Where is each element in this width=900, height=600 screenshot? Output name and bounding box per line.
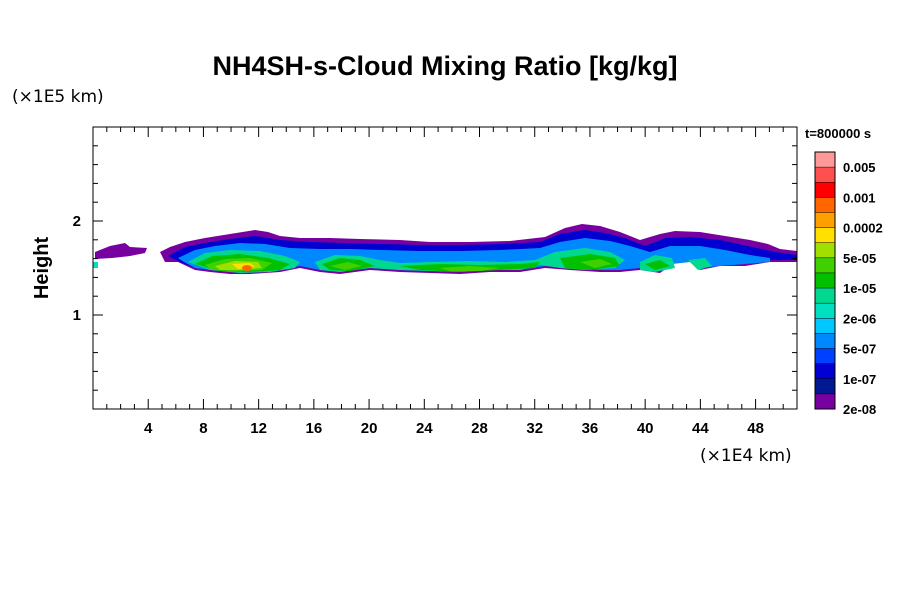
x-tick-label: 4	[144, 420, 153, 437]
chart-title: NH4SH-s-Cloud Mixing Ratio [kg/kg]	[213, 51, 678, 81]
y-tick-label: 1	[73, 307, 81, 324]
colorbar-label: 0.001	[843, 190, 876, 205]
colorbar-legend: 0.005 0.001 0.0002 5e-05 1e-05 2e-06 5e-07 1e-0…	[814, 151, 883, 417]
y-axis-label: Height	[31, 237, 53, 300]
colorbar-swatch	[815, 288, 835, 304]
y-tick-label: 2	[73, 213, 81, 230]
x-tick-label: 32	[526, 420, 543, 437]
x-unit-label: (×1E4 km)	[700, 446, 792, 466]
x-tick-label: 16	[306, 420, 323, 437]
colorbar-swatch	[815, 242, 835, 259]
colorbar-swatch	[815, 363, 835, 380]
y-unit-label: (×1E5 km)	[12, 87, 104, 107]
cloud-core	[242, 265, 252, 271]
x-tick-label: 8	[199, 420, 207, 437]
x-tick-label: 24	[416, 420, 433, 437]
colorbar-swatch	[815, 348, 835, 365]
colorbar-swatch	[815, 212, 835, 229]
colorbar-label: 1e-05	[843, 281, 876, 296]
colorbar-label: 0.0002	[843, 221, 883, 236]
x-tick-label: 48	[747, 420, 764, 437]
colorbar-swatch	[815, 182, 835, 198]
colorbar-swatch	[815, 257, 835, 274]
cloud-edge-patch	[93, 262, 98, 268]
colorbar-swatch	[815, 333, 835, 350]
colorbar-label: 5e-07	[843, 342, 876, 357]
plot-frame	[92, 126, 798, 410]
colorbar-swatch	[815, 152, 835, 168]
colorbar-frame	[814, 151, 836, 410]
colorbar-label: 0.005	[843, 160, 876, 175]
colorbar-swatch	[815, 197, 835, 213]
x-tick-label: 12	[250, 420, 267, 437]
x-tick-label: 20	[361, 420, 378, 437]
colorbar-swatch	[815, 318, 835, 334]
colorbar-swatch	[815, 167, 835, 183]
colorbar-swatch	[815, 303, 835, 319]
colorbar-label: 1e-07	[843, 372, 876, 387]
x-tick-label: 44	[692, 420, 709, 437]
x-tick-label: 36	[582, 420, 599, 437]
colorbar-swatch	[815, 272, 835, 289]
colorbar-label: 2e-08	[843, 402, 876, 417]
cloud-field	[93, 224, 797, 274]
x-tick-label: 28	[471, 420, 488, 437]
colorbar-swatch	[815, 378, 835, 395]
colorbar-swatch	[815, 227, 835, 244]
colorbar-swatch	[815, 393, 835, 410]
time-label: t=800000 s	[805, 126, 871, 141]
x-tick-label: 40	[637, 420, 654, 437]
colorbar-label: 2e-06	[843, 311, 876, 326]
colorbar-label: 5e-05	[843, 251, 876, 266]
